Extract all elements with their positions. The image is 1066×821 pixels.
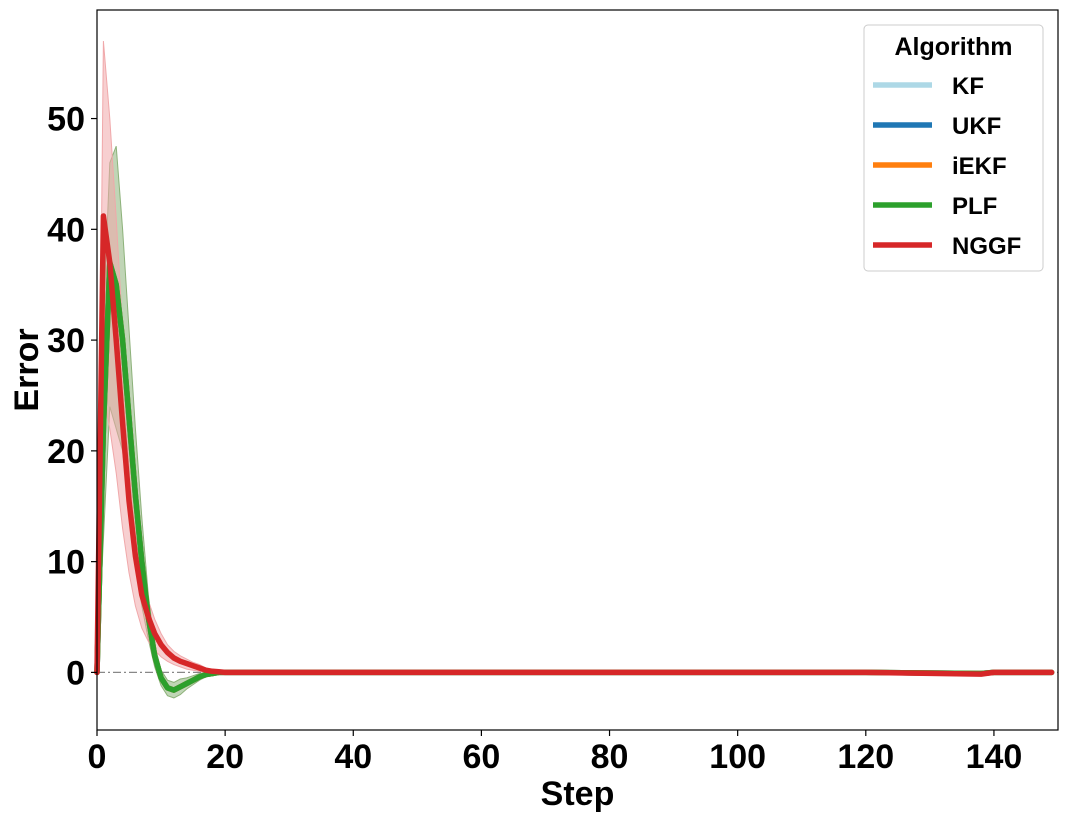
y-tick-label: 0	[66, 654, 85, 692]
y-tick-label: 40	[47, 211, 85, 249]
x-tick-label: 80	[591, 738, 629, 776]
x-tick-label: 140	[966, 738, 1023, 776]
x-tick-label: 120	[837, 738, 894, 776]
band-plf	[96, 146, 1052, 699]
legend-label-ukf: UKF	[952, 113, 1001, 140]
band-nggf	[96, 40, 1052, 676]
x-tick-label: 0	[88, 738, 107, 776]
series-line-plf	[94, 259, 1055, 693]
legend-label-kf: KF	[952, 73, 984, 100]
legend-label-iekf: iEKF	[952, 153, 1007, 180]
legend-items: KF UKF iEKF PLF NGGF	[873, 73, 1021, 260]
legend-label-nggf: NGGF	[952, 233, 1021, 260]
series-line-kf	[94, 259, 1055, 693]
series-lines	[94, 213, 1055, 693]
series-line-ukf	[94, 259, 1055, 693]
y-tick-label: 30	[47, 322, 85, 360]
plot-frame	[96, 9, 1059, 731]
legend-title: Algorithm	[894, 33, 1012, 61]
x-axis: 0 20 40 60 80 100 120 140	[88, 730, 1023, 776]
y-axis-label: Error	[8, 328, 46, 411]
y-axis: 0 10 20 30 40 50	[47, 101, 97, 692]
x-axis-label: Step	[541, 775, 615, 813]
y-tick-label: 20	[47, 433, 85, 471]
x-tick-label: 100	[709, 738, 766, 776]
x-tick-label: 40	[334, 738, 372, 776]
series-line-iekf	[94, 259, 1055, 693]
x-tick-label: 60	[462, 738, 500, 776]
x-tick-label: 20	[206, 738, 244, 776]
y-tick-label: 50	[47, 101, 85, 139]
legend-label-plf: PLF	[952, 193, 997, 220]
y-tick-label: 10	[47, 544, 85, 582]
legend: Algorithm KF UKF iEKF PLF NGGF	[863, 24, 1044, 272]
confidence-bands	[96, 40, 1052, 699]
series-line-nggf	[94, 213, 1055, 677]
